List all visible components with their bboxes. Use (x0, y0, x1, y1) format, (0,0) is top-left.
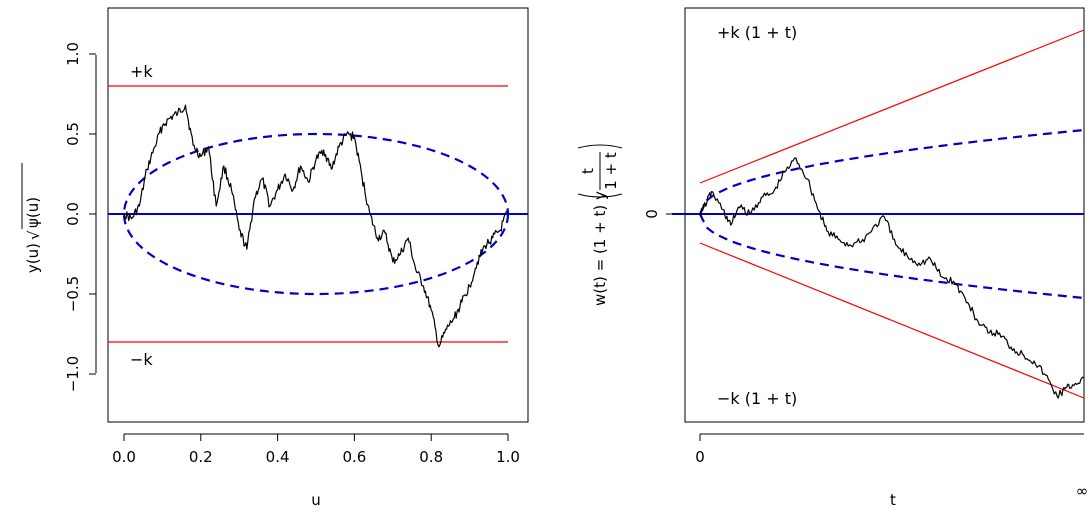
left-plot-area (108, 85, 528, 348)
left-y-ticks: −1.0 −0.5 0.0 0.5 1.0 (64, 42, 96, 392)
right-panel: 0 ∞ 0 t w(t) = (1 + t) y t 1 + t +k (1 +… (577, 7, 1089, 509)
left-x-tick-label: 0.6 (342, 448, 366, 466)
left-x-tick-label: 0.0 (112, 448, 136, 466)
left-y-axis-label: y(u) √ ψ(u) (21, 163, 43, 273)
right-x-tick-label: 0 (695, 448, 705, 466)
right-upper-boundary-label: +k (1 + t) (717, 23, 797, 42)
right-y-axis-label: w(t) = (1 + t) y t 1 + t (577, 144, 623, 306)
right-y-tick-label: 0 (643, 209, 661, 219)
left-y-tick-label: 0.0 (64, 202, 82, 226)
left-x-ticks: 0.0 0.2 0.4 0.6 0.8 1.0 (112, 434, 520, 466)
right-y-label-frac-num: t (579, 168, 597, 174)
left-y-tick-label: −0.5 (64, 276, 82, 312)
lower-boundary-line (699, 242, 1085, 399)
left-y-tick-label: −1.0 (64, 356, 82, 392)
sample-path (699, 157, 1085, 399)
right-y-label-frac-den: 1 + t (602, 152, 620, 190)
left-y-label-main: y(u) (24, 243, 42, 273)
left-y-label-radicand: ψ(u) (24, 197, 42, 228)
left-panel: 0.0 0.2 0.4 0.6 0.8 1.0 −1.0 −0.5 0.0 0.5 1.0 u y… (21, 7, 529, 509)
left-x-tick-label: 0.4 (266, 448, 290, 466)
lower-envelope-curve (699, 213, 1085, 300)
left-y-label-radical: √ (25, 230, 43, 240)
left-y-tick-label: 0.5 (64, 122, 82, 146)
left-x-tick-label: 1.0 (496, 448, 520, 466)
sample-path (123, 104, 509, 348)
left-x-axis-label: u (311, 491, 321, 509)
right-lower-boundary-label: −k (1 + t) (717, 389, 797, 408)
left-x-tick-label: 0.2 (189, 448, 213, 466)
upper-boundary-line (699, 29, 1085, 184)
right-y-label-main: w(t) = (1 + t) y (591, 191, 609, 306)
left-upper-boundary-label: +k (130, 62, 153, 81)
left-x-tick-label: 0.8 (419, 448, 443, 466)
right-y-label-left-paren (577, 193, 623, 198)
left-lower-boundary-label: −k (130, 350, 153, 369)
left-y-tick-label: 1.0 (64, 42, 82, 66)
right-x-tick-label: ∞ (1076, 482, 1089, 500)
upper-envelope-curve (699, 128, 1085, 215)
right-x-axis-label: t (890, 491, 896, 509)
right-y-label-right-paren (577, 144, 623, 149)
right-plot-area (672, 29, 1085, 399)
